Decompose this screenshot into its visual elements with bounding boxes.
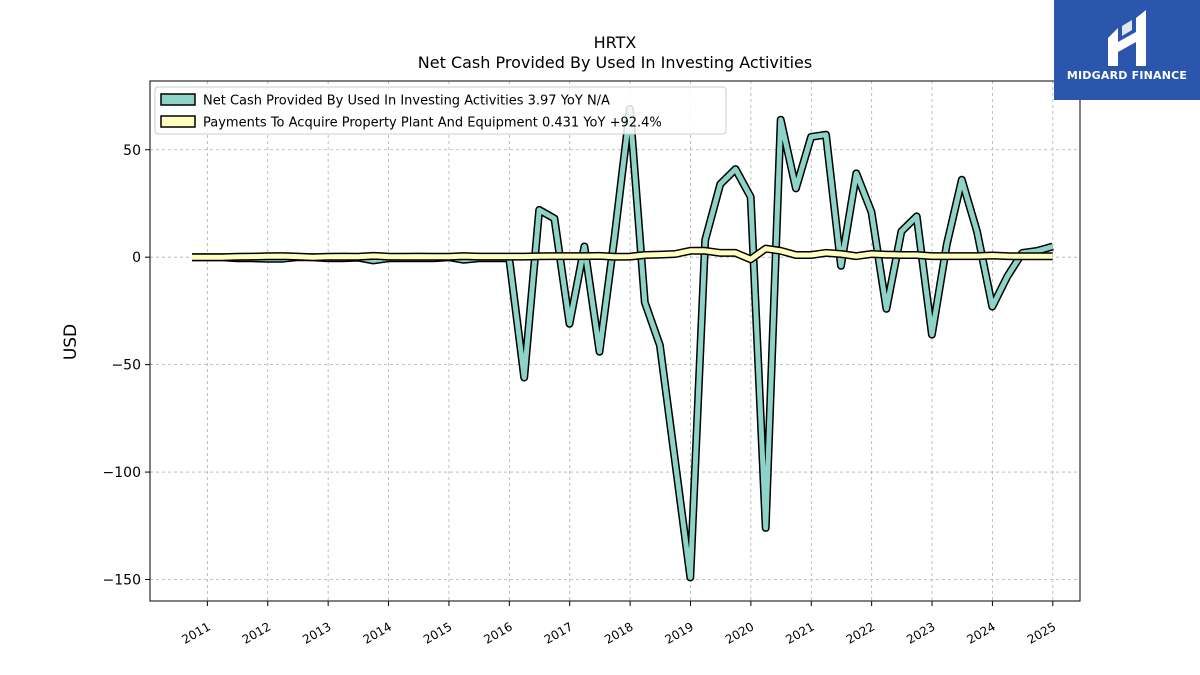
brand-logo: MIDGARD FINANCE	[1054, 0, 1200, 100]
x-tick-label: 2018	[602, 619, 635, 646]
y-axis-ticks: −150 −100 −50 0 50	[103, 143, 150, 589]
legend-label-ppe: Payments To Acquire Property Plant And E…	[203, 116, 662, 131]
y-axis-label: USD	[61, 324, 81, 360]
x-tick-label: 2023	[904, 619, 937, 646]
x-tick-label: 2017	[542, 619, 575, 646]
y-tick-label: −150	[103, 573, 141, 589]
x-tick-label: 2012	[240, 619, 273, 646]
x-tick-label: 2019	[663, 619, 696, 646]
chart-subtitle: Net Cash Provided By Used In Investing A…	[417, 53, 813, 72]
x-tick-label: 2011	[179, 619, 212, 646]
x-tick-label: 2024	[964, 619, 997, 646]
legend: Net Cash Provided By Used In Investing A…	[154, 86, 727, 135]
y-tick-label: −100	[103, 465, 141, 481]
legend-swatch-net-cash	[160, 93, 196, 106]
x-tick-label: 2020	[723, 619, 756, 646]
legend-box	[154, 86, 727, 135]
legend-label-net-cash: Net Cash Provided By Used In Investing A…	[203, 94, 610, 109]
brand-name: MIDGARD FINANCE	[1066, 69, 1188, 82]
x-tick-label: 2015	[421, 619, 454, 646]
x-tick-label: 2022	[844, 619, 877, 646]
x-tick-label: 2021	[783, 619, 816, 646]
legend-swatch-ppe	[160, 115, 196, 128]
x-tick-label: 2025	[1025, 619, 1058, 646]
x-axis-ticks: 2011 2012 2013 2014 2015 2016 2017 2018 2019 2020…	[179, 601, 1058, 647]
y-tick-label: −50	[111, 358, 141, 374]
midgard-finance-logo-icon	[1108, 10, 1146, 66]
x-tick-label: 2014	[361, 619, 394, 646]
x-tick-label: 2016	[481, 619, 514, 646]
grid-lines	[150, 81, 1080, 601]
chart-title: HRTX	[593, 33, 637, 52]
series-lines	[192, 104, 1054, 582]
x-tick-label: 2013	[300, 619, 333, 646]
series-line-ppe	[192, 246, 1053, 262]
y-tick-label: 0	[132, 250, 141, 266]
y-tick-label: 50	[123, 143, 141, 159]
plot-frame	[149, 80, 1081, 602]
series-line-net-cash	[192, 106, 1054, 580]
